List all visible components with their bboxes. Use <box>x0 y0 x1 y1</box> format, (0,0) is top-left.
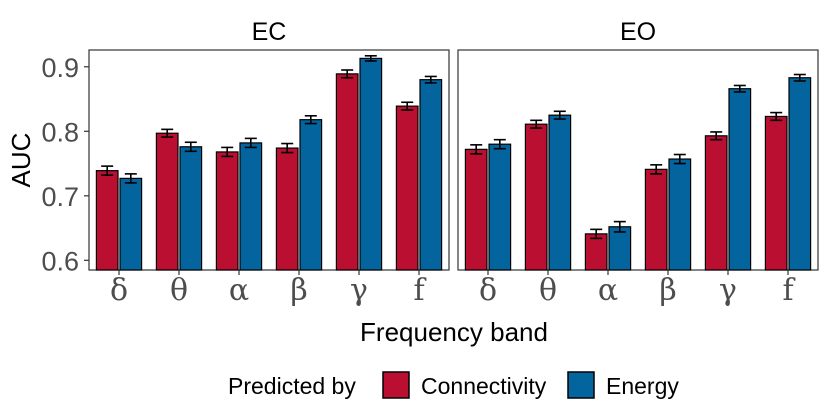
bar-eo-delta-energy <box>488 143 512 271</box>
bar-eo-f-energy <box>788 77 812 271</box>
bar-ec-f-energy <box>419 79 443 271</box>
bar-ec-theta-energy <box>179 146 203 271</box>
legend-swatch-connectivity <box>382 371 410 399</box>
x-tick-label-beta: β <box>659 273 676 308</box>
error-bar <box>493 138 506 150</box>
strip-background <box>458 14 818 48</box>
bar-ec-beta-energy <box>299 119 323 271</box>
legend-label-connectivity: Connectivity <box>421 373 547 399</box>
x-tick-label-f: f <box>413 273 426 308</box>
bar-eo-f-connectivity <box>764 115 788 271</box>
panels: EC δ θ α β γ f EO δ θ α β γ f <box>88 14 819 308</box>
bar-eo-gamma-connectivity <box>704 135 728 271</box>
error-bar <box>221 146 234 158</box>
bar-eo-alpha-energy <box>608 226 632 271</box>
error-bar <box>530 119 543 129</box>
legend-label-energy: Energy <box>606 373 679 399</box>
panel-title: EO <box>620 18 656 46</box>
error-bar <box>281 142 294 154</box>
error-bar <box>364 55 377 62</box>
y-tick-label: 0.8 <box>41 117 79 147</box>
bar-eo-delta-connectivity <box>464 148 488 271</box>
bar-eo-gamma-energy <box>728 88 752 271</box>
bar-ec-gamma-connectivity <box>335 73 359 271</box>
bar-ec-alpha-connectivity <box>215 151 239 271</box>
panel-title: EC <box>252 18 287 46</box>
y-tick-label: 0.9 <box>41 53 79 83</box>
bar-eo-alpha-connectivity <box>584 233 608 271</box>
bar-eo-beta-energy <box>668 158 692 271</box>
x-axis-title: Frequency band <box>360 317 548 347</box>
y-axis-title: AUC <box>6 133 36 188</box>
bar-ec-beta-connectivity <box>275 147 299 271</box>
bar-ec-delta-energy <box>119 177 143 271</box>
error-bar <box>184 141 197 153</box>
legend-swatch-energy <box>567 371 595 399</box>
x-tick-label-alpha: α <box>598 273 618 308</box>
error-bar <box>793 73 806 82</box>
y-axis: 0.6 0.7 0.8 0.9 <box>41 53 89 276</box>
bar-ec-f-connectivity <box>395 105 419 271</box>
x-tick-label-theta: θ <box>170 273 188 308</box>
x-tick-label-gamma: γ <box>719 273 737 308</box>
error-bar <box>770 111 783 122</box>
bar-ec-delta-connectivity <box>95 170 119 271</box>
panel-eo: EO δ θ α β γ f <box>457 14 819 308</box>
plot-area <box>457 49 819 271</box>
plot-area <box>88 49 450 271</box>
bar-ec-theta-connectivity <box>155 132 179 271</box>
x-tick-label-theta: θ <box>539 273 557 308</box>
error-bar <box>613 220 626 233</box>
x-tick-label-f: f <box>782 273 795 308</box>
legend: Predicted by Connectivity Energy <box>228 371 679 399</box>
panel-ec: EC δ θ α β γ f <box>88 14 450 308</box>
bar-eo-beta-connectivity <box>644 168 668 271</box>
bar-ec-gamma-energy <box>359 57 383 271</box>
y-tick-label: 0.7 <box>41 182 79 212</box>
error-bar <box>590 228 603 240</box>
y-tick-label: 0.6 <box>41 246 79 276</box>
legend-title: Predicted by <box>228 373 356 399</box>
error-bar <box>304 115 317 125</box>
x-tick-label-delta: δ <box>110 273 128 308</box>
error-bar <box>650 164 663 175</box>
bar-eo-theta-energy <box>548 114 572 271</box>
x-tick-label-alpha: α <box>229 273 249 308</box>
error-bar <box>341 69 354 79</box>
error-bar <box>161 128 174 138</box>
x-tick-label-delta: δ <box>479 273 497 308</box>
error-bar <box>244 137 257 149</box>
bar-ec-alpha-energy <box>239 142 263 271</box>
error-bar <box>733 84 746 93</box>
error-bar <box>124 173 137 184</box>
error-bar <box>401 101 414 111</box>
strip-background <box>89 14 449 48</box>
bar-eo-theta-connectivity <box>524 123 548 271</box>
error-bar <box>553 110 566 120</box>
error-bar <box>470 144 483 155</box>
error-bar <box>424 75 437 84</box>
error-bar <box>673 153 686 165</box>
error-bar <box>101 165 114 176</box>
x-tick-label-gamma: γ <box>350 273 368 308</box>
x-tick-label-beta: β <box>290 273 307 308</box>
error-bar <box>710 131 723 141</box>
